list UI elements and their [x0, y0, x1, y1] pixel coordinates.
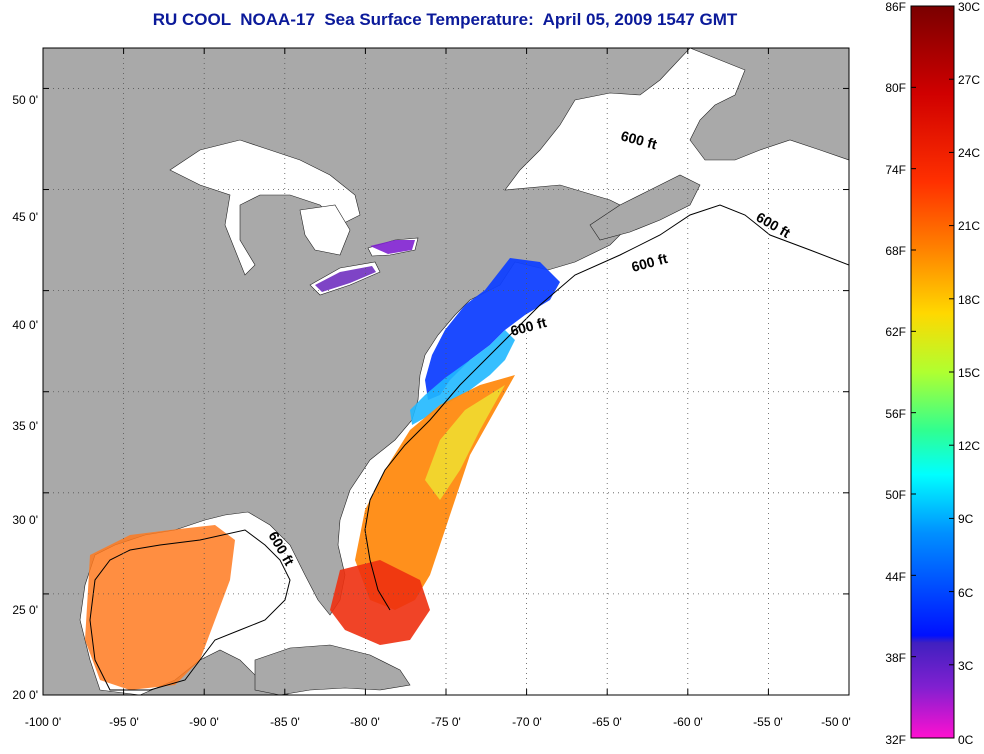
sst-gulfstream-yellow: [425, 385, 505, 500]
isobath-600ft-gulf: [89, 529, 291, 691]
colorbar-f-label: 62F: [885, 325, 906, 339]
colorbar-f-label: 68F: [885, 244, 906, 258]
colorbar-c-label: 27C: [958, 73, 980, 87]
x-tick-label: -60 0': [673, 715, 703, 729]
y-tick-label: 45 0': [12, 210, 38, 224]
sst-gulf-of-mexico: [85, 525, 235, 690]
colorbar-f-label: 80F: [885, 81, 906, 95]
colorbar-f-label: 50F: [885, 488, 906, 502]
nova-scotia-land: [589, 174, 701, 241]
y-tick-label: 50 0': [12, 93, 38, 107]
colorbar-c-label: 18C: [958, 293, 980, 307]
colorbar-f-label: 32F: [885, 733, 906, 747]
x-tick-label: -100 0': [25, 715, 61, 729]
x-tick-label: -70 0': [512, 715, 542, 729]
y-tick-label: 40 0': [12, 318, 38, 332]
north-america-land: [43, 48, 691, 695]
colorbar-f-label: 74F: [885, 163, 906, 177]
colorbar-c-label: 6C: [958, 586, 974, 600]
colorbar-c-label: 3C: [958, 659, 974, 673]
x-tick-label: -95 0': [109, 715, 139, 729]
colorbar: [910, 5, 955, 739]
x-tick-label: -65 0': [592, 715, 622, 729]
cuba-land: [254, 644, 411, 695]
colorbar-f-label: 44F: [885, 570, 906, 584]
colorbar-c-label: 12C: [958, 439, 980, 453]
colorbar-c-label: 21C: [958, 219, 980, 233]
sst-lake-purple: [370, 240, 415, 254]
newfoundland-land: [689, 48, 849, 161]
colorbar-f-label: 38F: [885, 651, 906, 665]
sst-shelf-cyan: [410, 330, 515, 425]
colorbar-ticks: [911, 5, 954, 739]
sst-bahamas-red: [330, 560, 430, 645]
map-title: RU COOL NOAA-17 Sea Surface Temperature:…: [152, 10, 738, 29]
colorbar-c-label: 30C: [958, 0, 980, 14]
x-tick-label: -55 0': [753, 715, 783, 729]
y-tick-label: 20 0': [12, 688, 38, 702]
lake-huron: [299, 204, 351, 256]
y-tick-label: 25 0': [12, 603, 38, 617]
x-tick-label: -75 0': [431, 715, 461, 729]
axis-ticks: [42, 48, 850, 696]
y-tick-label: 35 0': [12, 419, 38, 433]
colorbar-c-label: 0C: [958, 733, 974, 747]
colorbar-c-label: 24C: [958, 146, 980, 160]
colorbar-c-label: 9C: [958, 512, 974, 526]
x-tick-label: -50 0': [821, 715, 851, 729]
colorbar-f-label: 86F: [885, 0, 906, 14]
x-tick-label: -85 0': [270, 715, 300, 729]
great-lakes: [169, 139, 361, 276]
y-tick-label: 30 0': [12, 513, 38, 527]
x-tick-label: -90 0': [189, 715, 219, 729]
sst-lake-erie-purple: [315, 266, 376, 292]
colorbar-f-label: 56F: [885, 407, 906, 421]
isobath-600ft: [364, 204, 849, 611]
colorbar-c-label: 15C: [958, 366, 980, 380]
x-tick-label: -80 0': [350, 715, 380, 729]
